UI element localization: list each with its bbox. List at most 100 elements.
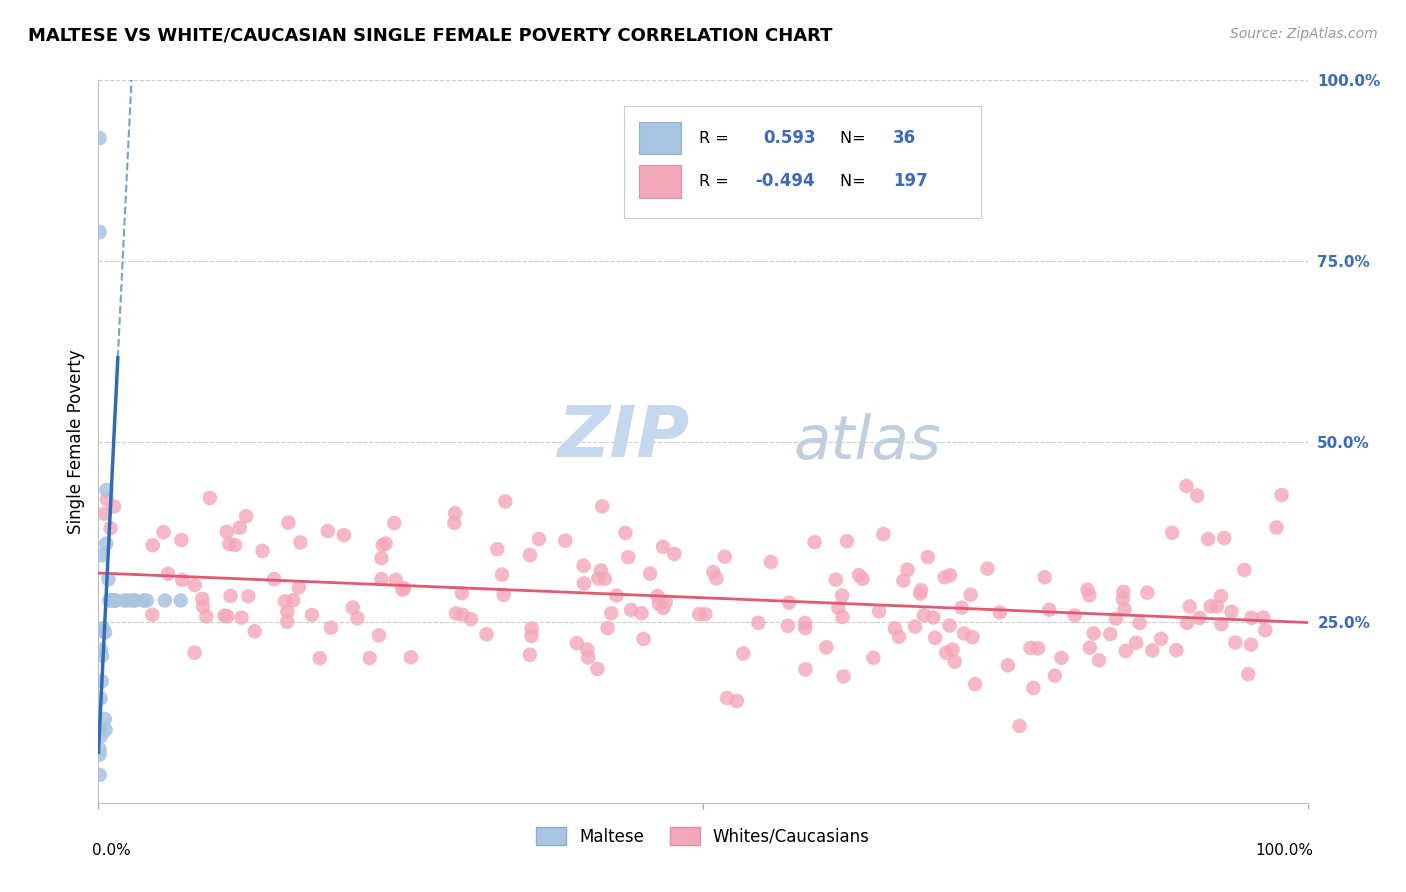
Legend: Maltese, Whites/Caucasians: Maltese, Whites/Caucasians — [530, 821, 876, 852]
Point — [713, 549, 735, 564]
Point — [89, 225, 111, 239]
Point — [1199, 599, 1222, 614]
Point — [198, 491, 221, 505]
Point — [368, 628, 391, 642]
Point — [887, 630, 910, 644]
Point — [576, 642, 599, 657]
Point — [1112, 591, 1135, 606]
Point — [252, 544, 274, 558]
Point — [572, 576, 595, 591]
Point — [794, 621, 817, 635]
Text: Source: ZipAtlas.com: Source: ZipAtlas.com — [1230, 27, 1378, 41]
Text: atlas: atlas — [793, 414, 942, 473]
Point — [104, 593, 127, 607]
Text: R =: R = — [699, 174, 734, 189]
Point — [1043, 668, 1066, 682]
Point — [104, 593, 127, 607]
Point — [832, 669, 855, 683]
Point — [702, 565, 724, 579]
Text: ZIP: ZIP — [558, 403, 690, 473]
Point — [614, 525, 637, 540]
Point — [803, 535, 825, 549]
Point — [228, 521, 250, 535]
Point — [1129, 615, 1152, 630]
Point — [1271, 488, 1294, 502]
Point — [91, 621, 114, 635]
Point — [308, 651, 330, 665]
Point — [1254, 624, 1277, 638]
Point — [157, 566, 180, 581]
Point — [759, 555, 782, 569]
Point — [1078, 640, 1101, 655]
Point — [170, 533, 193, 547]
Point — [122, 593, 145, 607]
Point — [263, 572, 285, 586]
Point — [596, 621, 619, 635]
Point — [935, 646, 957, 660]
Y-axis label: Single Female Poverty: Single Female Poverty — [66, 350, 84, 533]
Text: 0.593: 0.593 — [763, 129, 815, 147]
Point — [288, 580, 311, 594]
Point — [815, 640, 838, 655]
Point — [1125, 636, 1147, 650]
Point — [589, 564, 612, 578]
Point — [962, 630, 984, 644]
Point — [1008, 719, 1031, 733]
Point — [851, 572, 873, 586]
Point — [747, 615, 769, 630]
Point — [1088, 653, 1111, 667]
Point — [94, 723, 117, 737]
Point — [1233, 563, 1256, 577]
Point — [527, 532, 550, 546]
Point — [924, 631, 946, 645]
Point — [319, 621, 342, 635]
Point — [922, 610, 945, 624]
Point — [908, 586, 931, 600]
Point — [370, 572, 392, 586]
Point — [988, 606, 1011, 620]
Point — [896, 563, 918, 577]
Point — [868, 605, 890, 619]
Point — [1213, 531, 1236, 545]
Point — [90, 548, 112, 562]
Point — [1209, 589, 1232, 603]
Point — [444, 607, 467, 621]
Point — [910, 583, 932, 598]
Point — [392, 581, 415, 595]
Point — [688, 607, 710, 622]
Point — [776, 619, 799, 633]
Point — [301, 607, 323, 622]
Point — [600, 606, 623, 620]
Point — [90, 729, 112, 743]
Point — [274, 594, 297, 608]
Point — [1253, 610, 1275, 624]
Point — [1033, 570, 1056, 584]
Point — [520, 629, 543, 643]
Text: 0.0%: 0.0% — [93, 843, 131, 857]
Point — [934, 570, 956, 584]
Point — [89, 747, 111, 762]
Point — [384, 573, 406, 587]
Point — [184, 578, 207, 592]
Point — [953, 626, 976, 640]
Point — [917, 550, 939, 565]
Point — [630, 606, 652, 620]
Point — [1026, 641, 1049, 656]
Point — [883, 621, 905, 635]
Point — [231, 610, 253, 624]
Point — [664, 547, 686, 561]
Point — [1099, 627, 1122, 641]
Point — [862, 650, 884, 665]
Point — [794, 662, 817, 676]
Point — [491, 567, 513, 582]
Point — [959, 588, 981, 602]
Point — [1142, 643, 1164, 657]
Point — [572, 558, 595, 573]
Point — [214, 608, 236, 623]
Point — [1211, 617, 1233, 632]
Point — [695, 607, 717, 622]
Point — [96, 492, 118, 507]
Point — [652, 600, 675, 615]
Point — [652, 540, 675, 554]
Point — [97, 572, 120, 586]
